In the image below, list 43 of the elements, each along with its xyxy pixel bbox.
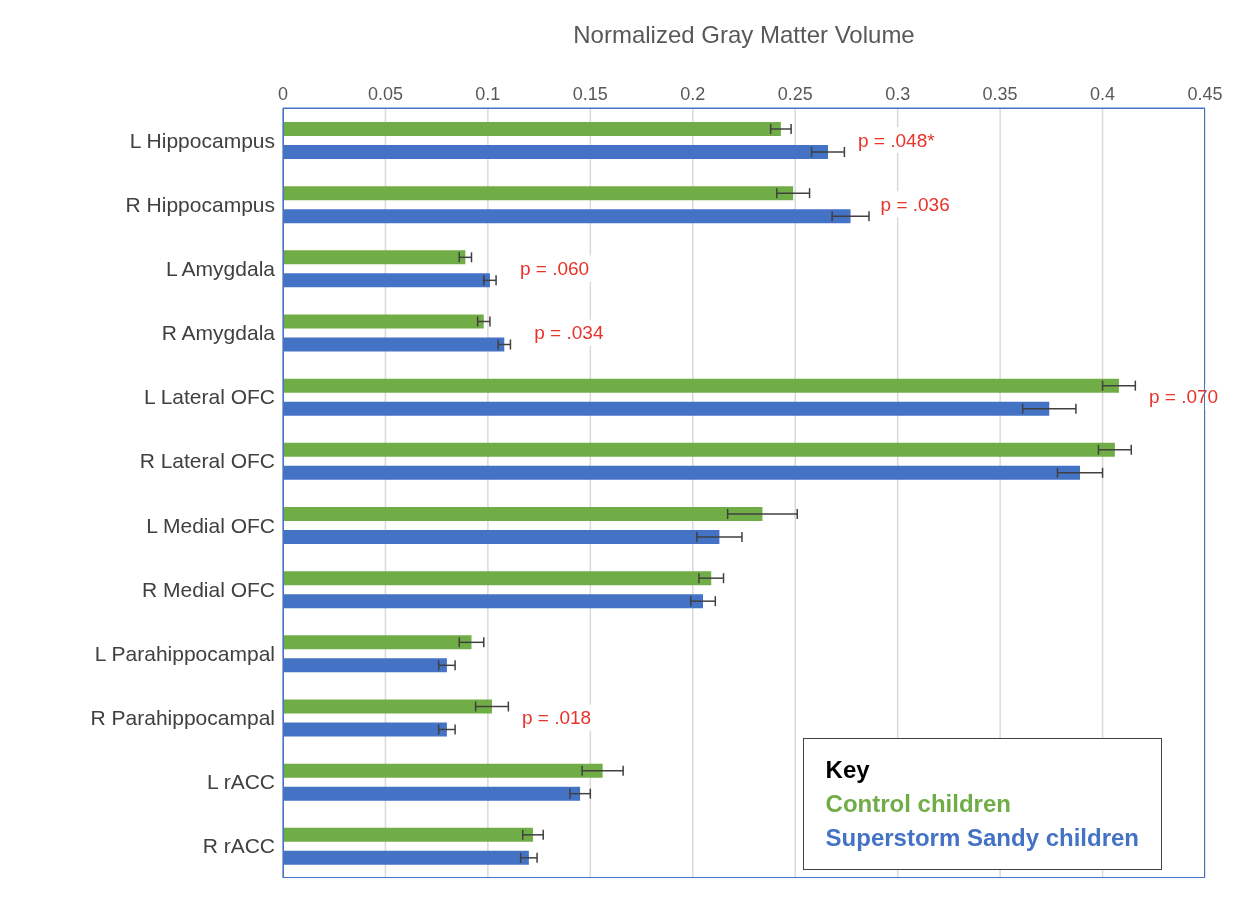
x-tick-label: 0 (277, 84, 289, 104)
y-tick-label: L Lateral OFC (143, 385, 275, 409)
x-tick-label: 0.3 (885, 84, 911, 104)
annotation: p = .036 (880, 193, 950, 215)
bar (283, 122, 781, 136)
text: Superstorm Sandy children (825, 823, 1139, 853)
bar (283, 571, 712, 586)
x-axis-title: Normalized Gray Matter Volume (573, 21, 915, 49)
text: Control children (825, 789, 1012, 819)
bar (283, 250, 466, 265)
x-tick-label: 0.45 (1187, 84, 1223, 104)
y-tick-label: L rACC (206, 770, 275, 794)
bar (283, 699, 492, 714)
y-tick-label: L Parahippocampal (94, 641, 275, 665)
x-tick-label: 0.35 (982, 84, 1018, 104)
y-tick-label: R Lateral OFC (139, 449, 275, 473)
bar (283, 442, 1115, 457)
legend-title: Key (825, 755, 871, 785)
annotation: p = .034 (534, 322, 604, 344)
y-tick-label: L Amygdala (166, 256, 276, 280)
y-tick-label: R rACC (202, 834, 275, 858)
x-tick-label: 0.2 (680, 84, 706, 104)
x-tick-label: 0.15 (572, 84, 608, 104)
x-tick-label: 0.4 (1090, 84, 1116, 104)
bar (283, 314, 484, 329)
annotation: p = .048* (858, 129, 936, 151)
bar (283, 635, 472, 650)
x-tick-label: 0.1 (475, 84, 501, 104)
y-tick-label: R Hippocampus (125, 192, 275, 216)
y-tick-label: L Hippocampus (129, 128, 275, 152)
y-tick-label: R Amygdala (161, 321, 276, 345)
annotation: p = .018 (521, 707, 592, 729)
x-tick-label: 0.05 (367, 84, 403, 104)
annotation: p = .060 (519, 257, 590, 279)
y-tick-label: L Medial OFC (146, 513, 275, 537)
bar (283, 763, 603, 778)
bar (283, 507, 763, 521)
x-tick-label: 0.25 (777, 84, 813, 104)
y-tick-label: R Medial OFC (141, 577, 275, 601)
y-tick-label: R Parahippocampal (90, 706, 275, 730)
bar (283, 186, 794, 201)
bar (283, 827, 533, 842)
bar (283, 378, 1119, 393)
